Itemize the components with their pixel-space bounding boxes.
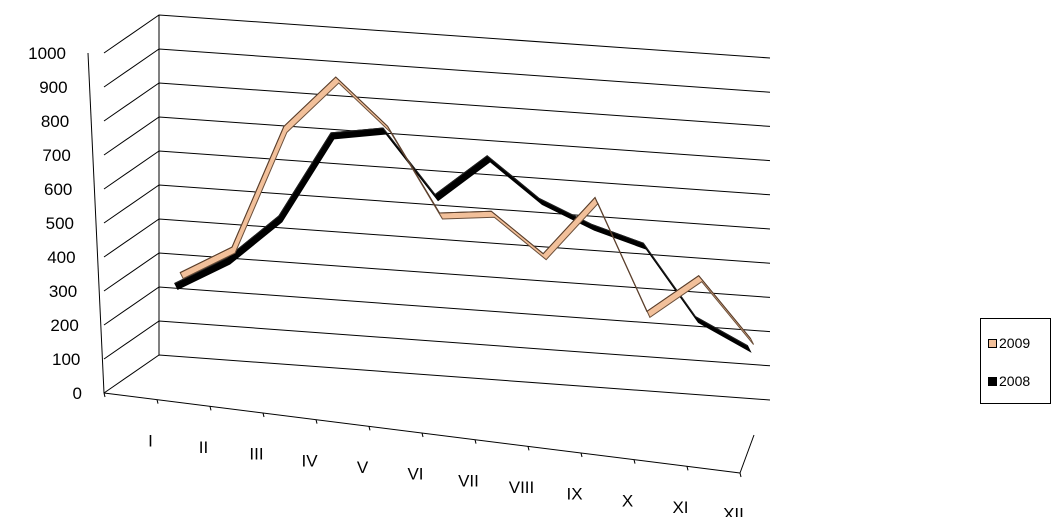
x-tick-label: VI — [407, 465, 423, 484]
legend-label-2009: 2009 — [999, 335, 1031, 351]
x-tick-mark — [580, 452, 583, 458]
y-tick-label: 800 — [41, 112, 69, 131]
y-tick-label: 900 — [39, 78, 67, 97]
y-tick-label: 100 — [52, 350, 80, 369]
legend-item-2009: 2009 — [988, 335, 1030, 351]
x-tick-label: X — [622, 491, 633, 510]
x-tick-label: VII — [458, 471, 479, 490]
series-ribbon-2009 — [179, 76, 755, 345]
gridline — [103, 286, 771, 333]
x-tick-mark — [103, 392, 106, 398]
x-tick-mark — [421, 432, 424, 438]
axes — [87, 15, 755, 478]
x-tick-mark — [527, 446, 530, 451]
x-tick-mark — [686, 466, 689, 471]
gridlines — [103, 14, 771, 401]
x-axis-tick-labels: I II III IV V VI VII VIII IX X XI XII — [148, 431, 744, 517]
legend-swatch-2009 — [988, 338, 997, 348]
x-tick-label: III — [249, 445, 263, 464]
y-tick-label: 200 — [50, 316, 78, 335]
data-series — [174, 76, 755, 353]
y-axis-tick-labels: 0 100 200 300 400 500 600 700 800 900 1000 — [28, 44, 82, 403]
x-tick-label: II — [199, 438, 208, 457]
x-tick-mark — [368, 426, 371, 431]
x-tick-mark — [633, 459, 636, 464]
legend-label-2008: 2008 — [999, 373, 1031, 389]
gridline — [103, 354, 771, 401]
x-tick-mark — [209, 406, 212, 411]
x-tick-mark — [739, 472, 742, 478]
y-tick-label: 600 — [44, 180, 72, 199]
x-tick-mark — [474, 439, 477, 444]
legend: 2009 2008 — [980, 318, 1051, 404]
y-tick-label: 700 — [42, 146, 70, 165]
x-tick-label: V — [357, 458, 369, 477]
y-tick-label: 400 — [47, 248, 75, 267]
series-ribbon-2008 — [174, 127, 752, 353]
x-tick-label: XI — [672, 498, 688, 517]
y-tick-label: 300 — [49, 282, 77, 301]
legend-item-2008: 2008 — [988, 373, 1030, 389]
x-tick-label: IX — [566, 485, 582, 504]
y-tick-label: 1000 — [28, 44, 66, 63]
y-tick-label: 500 — [46, 214, 74, 233]
series-line-2008 — [174, 127, 748, 347]
x-tick-label: I — [148, 431, 153, 450]
x-tick-label: XII — [723, 505, 744, 517]
series-line-2009 — [179, 76, 751, 339]
y-axis — [87, 52, 105, 394]
x-tick-label: VIII — [509, 478, 535, 497]
x-tick-mark — [315, 419, 318, 424]
floor-right-edge — [739, 434, 755, 474]
y-tick-label: 0 — [73, 384, 82, 403]
legend-swatch-2008 — [988, 376, 997, 386]
x-tick-mark — [262, 412, 265, 418]
x-tick-mark — [156, 399, 159, 404]
gridline — [103, 320, 771, 367]
x-tick-label: IV — [301, 451, 318, 470]
gridline — [103, 14, 771, 59]
